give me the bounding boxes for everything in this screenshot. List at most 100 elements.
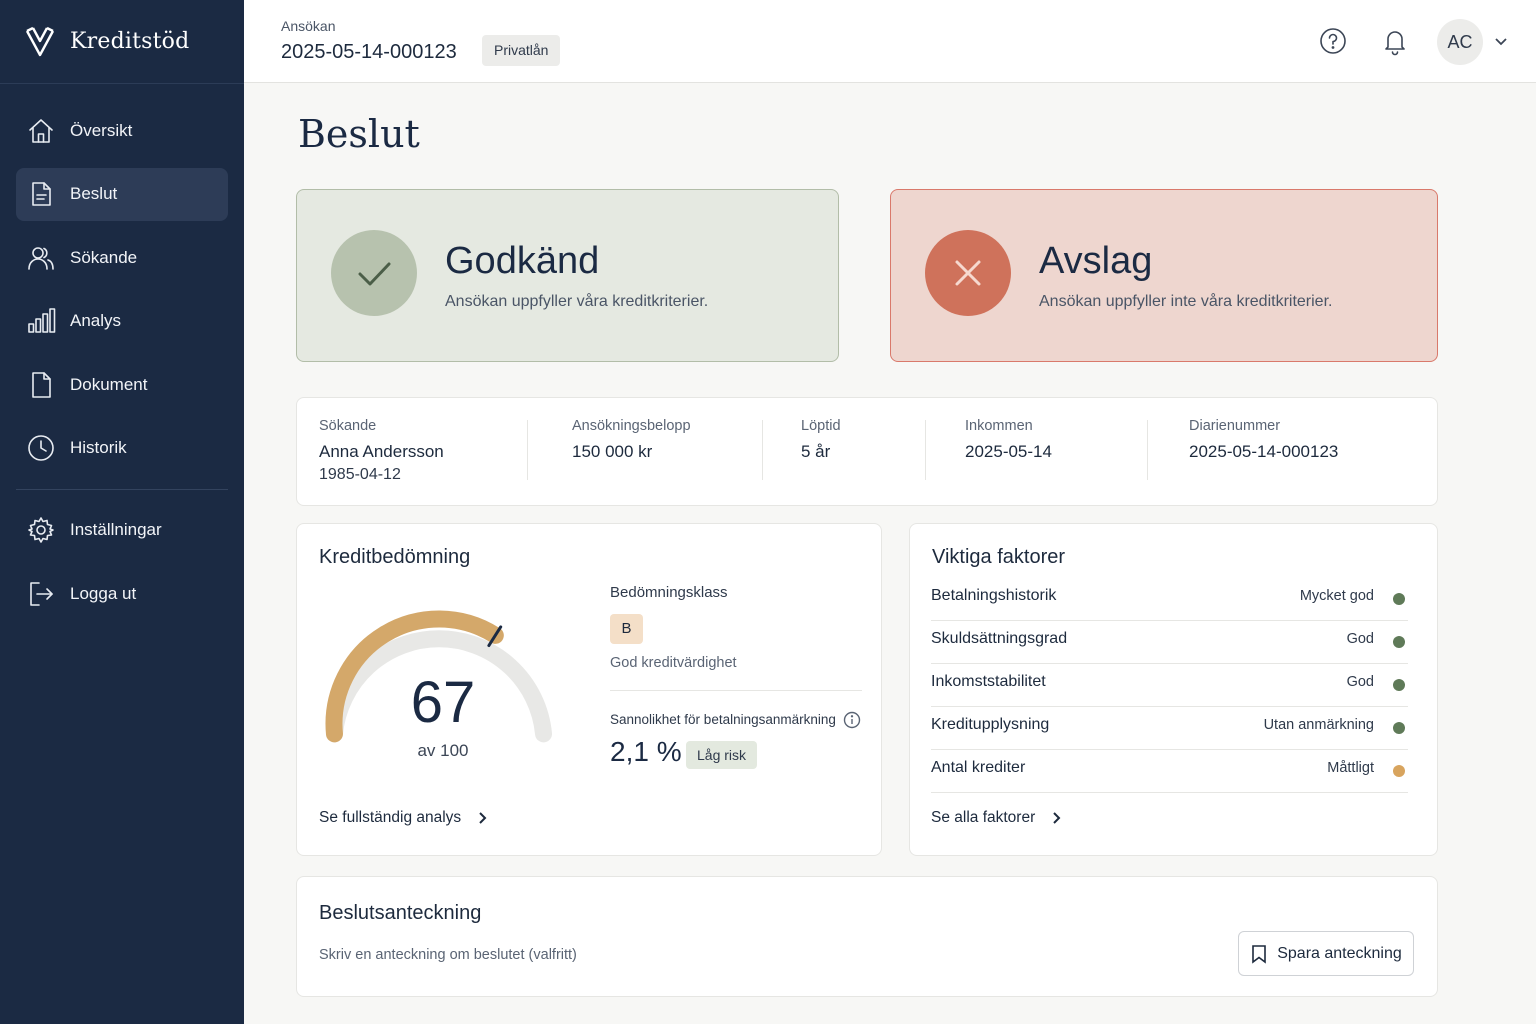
applicant-birthdate: 1985-04-12 bbox=[319, 466, 401, 483]
factor-row: Kreditupplysning Utan anmärkning bbox=[931, 707, 1408, 750]
column-divider bbox=[1147, 420, 1148, 480]
sidebar-item-historik[interactable]: Historik bbox=[16, 422, 228, 475]
full-analysis-link[interactable]: Se fullständig analys bbox=[319, 809, 489, 827]
class-description: God kreditvärdighet bbox=[610, 655, 737, 671]
sidebar-item-oversikt[interactable]: Översikt bbox=[16, 104, 228, 157]
factor-value: God bbox=[1346, 631, 1374, 647]
reject-card[interactable]: Avslag Ansökan uppfyller inte våra kredi… bbox=[890, 189, 1438, 362]
summary-received: Inkommen 2025-05-14 bbox=[965, 418, 1052, 462]
factor-value: God bbox=[1346, 674, 1374, 690]
reject-subtitle: Ansökan uppfyller inte våra kreditkriter… bbox=[1039, 293, 1333, 310]
factor-name: Kreditupplysning bbox=[931, 716, 1050, 733]
column-divider bbox=[527, 420, 528, 480]
chevron-down-icon[interactable] bbox=[1493, 33, 1509, 49]
summary-label: Sökande bbox=[319, 418, 377, 434]
link-label: Se fullständig analys bbox=[319, 809, 462, 826]
summary-label: Diarienummer bbox=[1189, 418, 1281, 434]
bookmark-icon bbox=[1252, 944, 1267, 964]
probability-label: Sannolikhet för betalningsanmärkning bbox=[610, 712, 836, 727]
bell-icon[interactable] bbox=[1380, 26, 1410, 56]
factor-value: Mycket god bbox=[1299, 588, 1374, 604]
sidebar-item-label: Historik bbox=[70, 438, 127, 457]
summary-term: Löptid 5 år bbox=[801, 418, 841, 462]
summary-label: Löptid bbox=[801, 418, 841, 434]
brand[interactable]: Kreditstöd bbox=[0, 0, 244, 84]
sidebar-item-label: Översikt bbox=[70, 120, 133, 140]
divider bbox=[610, 690, 862, 691]
status-dot bbox=[1393, 765, 1405, 777]
summary-label: Ansökningsbelopp bbox=[572, 418, 691, 434]
factors-card: Viktiga faktorer Betalningshistorik Myck… bbox=[909, 523, 1438, 856]
file-icon bbox=[26, 370, 56, 400]
sidebar-item-beslut[interactable]: Beslut bbox=[16, 167, 228, 221]
summary-value: 2025-05-14-000123 bbox=[1189, 442, 1339, 461]
credit-score-max: av 100 bbox=[417, 741, 469, 760]
brand-name: Kreditstöd bbox=[70, 29, 190, 54]
help-icon[interactable] bbox=[1318, 26, 1348, 56]
check-icon bbox=[331, 230, 417, 316]
save-note-label: Spara anteckning bbox=[1277, 944, 1402, 962]
sidebar-item-label: Dokument bbox=[70, 374, 148, 394]
info-icon[interactable] bbox=[843, 711, 861, 729]
approve-card[interactable]: Godkänd Ansökan uppfyller våra kreditkri… bbox=[296, 189, 839, 362]
sidebar-nav: Översikt Beslut Sökande Analys Dokument bbox=[0, 84, 244, 620]
summary-value: 150 000 kr bbox=[572, 442, 653, 461]
note-title: Beslutsanteckning bbox=[319, 902, 482, 924]
sidebar-item-sokande[interactable]: Sökande bbox=[16, 231, 228, 284]
all-factors-link[interactable]: Se alla faktorer bbox=[931, 809, 1063, 827]
credit-assessment-card: Kreditbedömning 67 av 100 Bedömningsklas… bbox=[296, 523, 882, 856]
summary-reference: Diarienummer 2025-05-14-000123 bbox=[1189, 418, 1338, 462]
reject-title: Avslag bbox=[1039, 240, 1153, 282]
factor-value: Måttligt bbox=[1327, 760, 1374, 776]
decision-note-card: Beslutsanteckning Spara anteckning bbox=[296, 876, 1438, 997]
factor-row: Betalningshistorik Mycket god bbox=[931, 578, 1408, 621]
approve-title: Godkänd bbox=[445, 240, 600, 282]
bar-chart-icon bbox=[26, 306, 56, 336]
sidebar-item-label: Inställningar bbox=[70, 520, 162, 539]
risk-badge: Låg risk bbox=[686, 741, 758, 769]
status-dot bbox=[1393, 636, 1405, 648]
class-label: Bedömningsklass bbox=[610, 584, 728, 601]
summary-applicant: Sökande Anna Andersson 1985-04-12 bbox=[319, 418, 444, 484]
chevron-right-icon bbox=[1053, 812, 1061, 824]
logout-icon bbox=[26, 579, 56, 609]
card-title: Viktiga faktorer bbox=[932, 546, 1066, 568]
probability-value: 2,1 % bbox=[610, 736, 682, 767]
column-divider bbox=[762, 420, 763, 480]
status-dot bbox=[1393, 722, 1405, 734]
sidebar-item-label: Beslut bbox=[70, 184, 118, 203]
applicant-name: Anna Andersson bbox=[319, 442, 444, 461]
home-icon bbox=[26, 116, 56, 146]
loan-type-badge: Privatlån bbox=[482, 35, 561, 66]
sidebar: Kreditstöd Översikt Beslut Sökande Analy… bbox=[0, 0, 244, 1024]
status-dot bbox=[1393, 593, 1405, 605]
sidebar-item-logga-ut[interactable]: Logga ut bbox=[16, 567, 228, 620]
class-badge: B bbox=[610, 614, 643, 644]
logo-icon bbox=[25, 26, 55, 56]
sidebar-item-installningar[interactable]: Inställningar bbox=[16, 504, 228, 557]
sidebar-item-label: Logga ut bbox=[70, 583, 137, 603]
gear-icon bbox=[26, 515, 56, 545]
application-summary: Sökande Anna Andersson 1985-04-12 Ansökn… bbox=[296, 397, 1438, 506]
gauge-fill bbox=[325, 610, 504, 743]
sidebar-item-dokument[interactable]: Dokument bbox=[16, 358, 228, 411]
summary-value: 5 år bbox=[801, 442, 831, 461]
sidebar-item-label: Analys bbox=[70, 311, 122, 330]
factor-name: Betalningshistorik bbox=[931, 587, 1057, 604]
summary-label: Inkommen bbox=[965, 418, 1033, 434]
document-icon bbox=[26, 179, 56, 209]
summary-amount: Ansökningsbelopp 150 000 kr bbox=[572, 418, 691, 462]
factor-name: Antal krediter bbox=[931, 759, 1026, 776]
application-id: 2025-05-14-000123 bbox=[281, 41, 457, 63]
score-gauge bbox=[325, 610, 553, 743]
page-title: Beslut bbox=[298, 112, 420, 156]
avatar[interactable]: AC bbox=[1437, 19, 1483, 65]
top-bar: Ansökan 2025-05-14-000123 Privatlån AC bbox=[244, 0, 1536, 83]
factor-name: Inkomststabilitet bbox=[931, 673, 1046, 690]
sidebar-item-analys[interactable]: Analys bbox=[16, 295, 228, 348]
approve-subtitle: Ansökan uppfyller våra kreditkriterier. bbox=[445, 293, 709, 310]
gauge-track bbox=[325, 630, 553, 743]
save-note-button[interactable]: Spara anteckning bbox=[1238, 931, 1414, 976]
sidebar-item-label: Sökande bbox=[70, 247, 138, 267]
note-input[interactable] bbox=[319, 947, 1179, 963]
